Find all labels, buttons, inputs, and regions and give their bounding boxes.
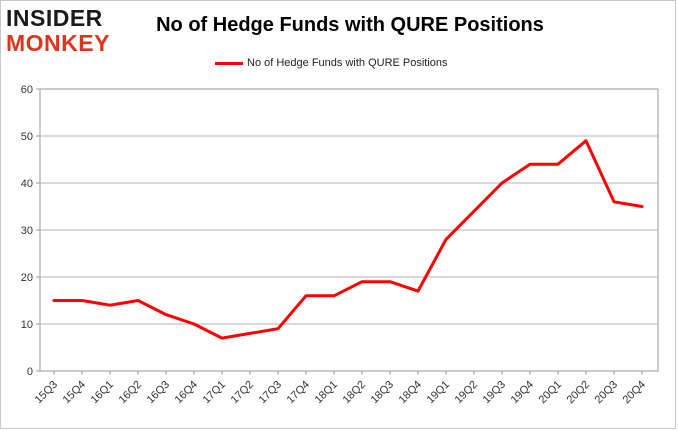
logo-text-insider: INSIDER: [6, 5, 103, 31]
x-tick-label: 18Q2: [341, 379, 369, 407]
logo-text-monkey: MONKEY: [6, 30, 110, 56]
data-point: [556, 163, 560, 166]
data-point: [360, 280, 364, 283]
data-point: [640, 205, 644, 208]
x-tick-label: 20Q4: [621, 379, 649, 407]
chart-title: No of Hedge Funds with QURE Positions: [156, 14, 544, 36]
data-point: [164, 313, 168, 316]
data-point: [136, 299, 140, 302]
x-tick-label: 15Q4: [61, 379, 89, 407]
x-tick-label: 16Q2: [117, 379, 145, 407]
data-point: [612, 200, 616, 203]
x-tick-label: 15Q3: [33, 379, 61, 407]
x-tick-label: 17Q1: [201, 379, 229, 407]
data-point: [388, 280, 392, 283]
x-tick-label: 18Q1: [313, 379, 341, 407]
x-tick-label: 16Q3: [145, 379, 173, 407]
data-point: [584, 139, 588, 142]
y-tick-label: 60: [21, 84, 33, 96]
x-tick-label: 20Q3: [593, 379, 621, 407]
x-tick-label: 19Q4: [509, 379, 537, 407]
legend-swatch: [215, 61, 243, 65]
x-tick-label: 16Q1: [89, 379, 117, 407]
y-tick-label: 30: [21, 225, 33, 237]
x-tick-label: 19Q1: [425, 379, 453, 407]
x-tick-label: 17Q4: [285, 379, 313, 407]
x-tick-label: 18Q3: [369, 379, 397, 407]
x-tick-label: 16Q4: [173, 379, 201, 407]
insider-monkey-logo: INSIDER MONKEY: [6, 6, 130, 56]
data-point: [220, 336, 224, 340]
x-tick-label: 17Q2: [229, 379, 257, 407]
x-tick-label: 18Q4: [397, 379, 425, 407]
data-point: [416, 289, 420, 293]
data-point: [444, 238, 448, 241]
x-tick-label: 19Q2: [453, 379, 481, 407]
x-tick-label: 19Q3: [481, 379, 509, 407]
data-point: [52, 299, 56, 302]
data-point: [304, 294, 308, 297]
data-point: [472, 210, 476, 213]
x-tick-label: 20Q2: [565, 379, 593, 407]
y-tick-label: 50: [21, 131, 33, 143]
y-tick-label: 40: [21, 178, 33, 190]
legend: No of Hedge Funds with QURE Positions: [215, 55, 448, 71]
x-tick-label: 17Q3: [257, 379, 285, 407]
x-tick-label: 20Q1: [537, 379, 565, 407]
data-point: [528, 163, 532, 166]
data-point: [248, 332, 252, 335]
y-tick-label: 20: [21, 272, 33, 284]
data-point: [332, 294, 336, 297]
series-line: [52, 139, 644, 340]
y-tick-label: 0: [27, 366, 33, 378]
legend-label: No of Hedge Funds with QURE Positions: [247, 57, 448, 69]
data-point: [80, 299, 84, 302]
data-point: [500, 181, 504, 185]
y-tick-label: 10: [21, 319, 33, 331]
data-point: [276, 327, 280, 330]
data-point: [108, 304, 112, 307]
data-point: [192, 322, 196, 326]
